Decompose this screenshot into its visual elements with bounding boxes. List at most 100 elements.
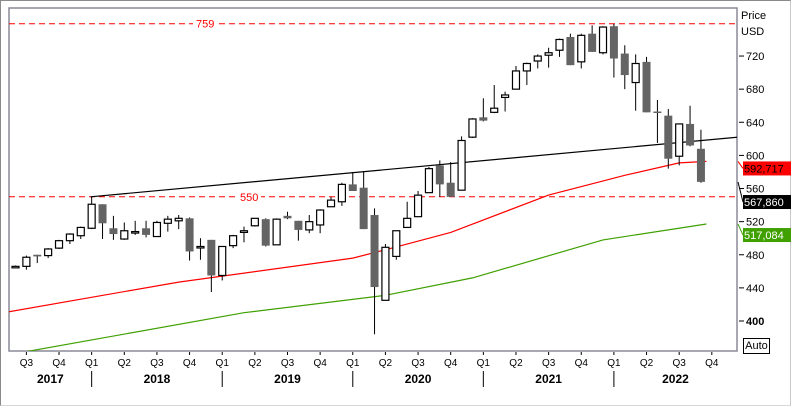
candle-down: [435, 165, 444, 185]
candle-up: [44, 248, 53, 257]
candle-up: [457, 139, 466, 191]
quarter-label: Q2: [379, 358, 393, 369]
trendline: [90, 136, 737, 198]
price-tag-label: 517,084: [744, 230, 784, 242]
candle-up: [413, 194, 423, 218]
y-tick-label: 440: [746, 283, 764, 295]
price-tag-leader: [737, 161, 744, 169]
year-label: 2022: [662, 372, 689, 386]
candle-up: [152, 221, 162, 238]
y-tick-label: 720: [746, 51, 764, 63]
candle-up: [305, 221, 314, 231]
candle-up: [131, 230, 140, 234]
candle-up: [631, 62, 640, 84]
candle-down: [207, 239, 216, 276]
candle-up: [229, 235, 238, 247]
candle-down: [359, 187, 368, 230]
candle-down: [283, 215, 292, 219]
candle-up: [316, 209, 325, 226]
quarter-label: Q3: [673, 358, 687, 369]
quarter-label: Q4: [705, 358, 719, 369]
level-label-bg: [193, 17, 217, 30]
quarter-label: Q4: [183, 358, 197, 369]
level-label-bg: [237, 190, 261, 203]
year-label: 2017: [37, 372, 64, 386]
level-label-550: 550: [240, 192, 258, 204]
candle-up: [490, 107, 499, 113]
candle-up: [54, 240, 64, 249]
quarter-label: Q4: [313, 358, 327, 369]
quarter-label: Q4: [444, 358, 458, 369]
price-tag-bg: [743, 228, 791, 243]
quarter-label: Q1: [216, 358, 230, 369]
candle-down: [686, 123, 695, 146]
quarter-label: Q4: [575, 358, 589, 369]
candle-down: [642, 61, 651, 113]
candle-up: [120, 230, 129, 240]
y-tick-label: 600: [746, 150, 764, 162]
axis-title: Price: [741, 10, 766, 22]
quarter-label: Q3: [411, 358, 425, 369]
quarter-label: Q3: [20, 358, 34, 369]
moving-average-line: [26, 223, 707, 351]
auto-scale-button[interactable]: Auto: [743, 338, 770, 354]
candle-down: [294, 220, 303, 230]
quarter-label: Q2: [640, 358, 654, 369]
candle-down: [185, 218, 194, 252]
y-tick-label: 640: [746, 117, 764, 129]
candle-up: [272, 218, 281, 246]
candle-up: [11, 265, 20, 269]
candle-up: [511, 70, 521, 90]
quarter-label: Q3: [150, 358, 164, 369]
candle-up: [65, 233, 75, 242]
year-label: 2018: [144, 372, 171, 386]
candle-up: [598, 26, 608, 54]
price-tag-bg: [743, 161, 791, 176]
candle-down: [142, 228, 151, 235]
candle-up: [174, 217, 183, 222]
candle-up: [675, 123, 684, 157]
candle-up: [163, 218, 172, 224]
quarter-label: Q2: [118, 358, 132, 369]
level-label-759: 759: [196, 19, 214, 31]
candle-up: [403, 217, 412, 229]
candle-down: [588, 33, 597, 52]
candle-down: [33, 254, 42, 257]
candle-up: [544, 52, 553, 56]
price-tag-bg: [743, 195, 791, 210]
quarter-label: Q1: [607, 358, 621, 369]
candle-down: [620, 53, 629, 76]
quarter-label: Q1: [477, 358, 491, 369]
candle-up: [76, 226, 85, 237]
candle-down: [109, 228, 118, 235]
quarter-label: Q3: [281, 358, 295, 369]
candle-up: [555, 38, 564, 51]
year-label: 2019: [274, 372, 301, 386]
candle-down: [348, 184, 357, 192]
price-tag-leader: [737, 181, 744, 203]
candle-up: [87, 203, 96, 229]
candle-down: [696, 148, 705, 182]
candle-up: [392, 230, 401, 258]
quarter-label: Q2: [509, 358, 523, 369]
candle-up: [337, 183, 346, 203]
price-tag-leader: [737, 223, 744, 236]
candle-down: [261, 219, 270, 246]
candle-up: [196, 245, 205, 249]
candle-up: [22, 256, 31, 267]
quarter-label: Q2: [248, 358, 262, 369]
moving-average-line: [9, 160, 707, 313]
axis-unit: USD: [741, 26, 764, 38]
candle-down: [664, 115, 673, 159]
y-tick-label: 680: [746, 84, 764, 96]
quarter-label: Q3: [542, 358, 556, 369]
year-label: 2020: [405, 372, 432, 386]
candle-down: [446, 182, 455, 197]
candle-up: [533, 55, 542, 62]
plot-area[interactable]: [8, 7, 738, 352]
candle-up: [577, 34, 586, 63]
candle-up: [522, 62, 531, 72]
candle-up: [381, 246, 390, 301]
candle-down: [566, 36, 575, 66]
